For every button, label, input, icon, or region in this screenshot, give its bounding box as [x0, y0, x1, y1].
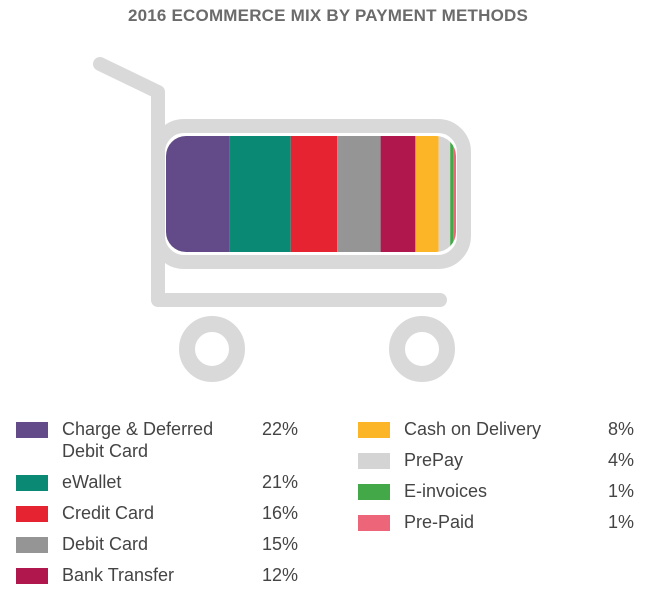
- bar-segment-1: [166, 136, 230, 252]
- legend-swatch: [358, 453, 390, 469]
- legend-label: PrePay: [404, 450, 464, 470]
- legend-item: Pre-Paid 1%: [358, 511, 638, 533]
- legend-value: 12%: [261, 565, 298, 585]
- legend-swatch: [358, 515, 390, 531]
- legend-left-column: Charge & Deferred Debit Card 22% eWallet…: [16, 418, 306, 595]
- legend-swatch: [16, 568, 48, 584]
- legend-swatch: [16, 422, 48, 438]
- legend-value: 15%: [261, 534, 298, 554]
- legend-item: Debit Card 15%: [16, 533, 306, 555]
- shopping-cart-chart: [93, 57, 471, 382]
- legend-swatch: [358, 484, 390, 500]
- legend-value: 1%: [607, 512, 634, 532]
- legend-label: Pre-Paid: [404, 512, 475, 532]
- bar-segment-2: [229, 136, 291, 252]
- legend-value: 22%: [261, 419, 298, 439]
- legend-right-column: Cash on Delivery 8% PrePay 4% E-invoices…: [358, 418, 638, 542]
- legend-label: Bank Transfer: [62, 565, 175, 585]
- bar-segment-7: [438, 136, 451, 252]
- bar-segment-4: [337, 136, 381, 252]
- legend-item: PrePay 4%: [358, 449, 638, 471]
- legend-label: Cash on Delivery: [404, 419, 542, 439]
- cart-wheel-left: [179, 316, 245, 382]
- legend-value: 21%: [261, 472, 298, 492]
- legend-item: Credit Card 16%: [16, 502, 306, 524]
- cart-wheel-right: [389, 316, 455, 382]
- cart-basket: [151, 119, 471, 269]
- legend-swatch: [16, 475, 48, 491]
- legend-item: Bank Transfer 12%: [16, 564, 306, 586]
- legend-value: 1%: [607, 481, 634, 501]
- bar-segment-5: [380, 136, 416, 252]
- bar-segment-3: [290, 136, 338, 252]
- chart-title: 2016 ECOMMERCE MIX BY PAYMENT METHODS: [127, 6, 529, 25]
- legend-item: Charge & Deferred Debit Card 22%: [16, 418, 306, 462]
- legend-value: 16%: [261, 503, 298, 523]
- bar-segment-6: [415, 136, 439, 252]
- bar-segment-8: [450, 136, 454, 252]
- legend-item: eWallet 21%: [16, 471, 306, 493]
- legend-item: E-invoices 1%: [358, 480, 638, 502]
- legend-label: eWallet: [62, 472, 122, 492]
- legend-label: E-invoices: [404, 481, 488, 501]
- legend-item: Cash on Delivery 8%: [358, 418, 638, 440]
- legend-value: 4%: [607, 450, 634, 470]
- legend-label: Debit Card: [62, 534, 149, 554]
- bar-segment-9: [453, 136, 456, 252]
- legend-swatch: [16, 537, 48, 553]
- legend-swatch: [358, 422, 390, 438]
- legend-value: 8%: [607, 419, 634, 439]
- legend-label: Credit Card: [62, 503, 155, 523]
- legend-swatch: [16, 506, 48, 522]
- legend-label: Charge & Deferred Debit Card: [62, 419, 214, 461]
